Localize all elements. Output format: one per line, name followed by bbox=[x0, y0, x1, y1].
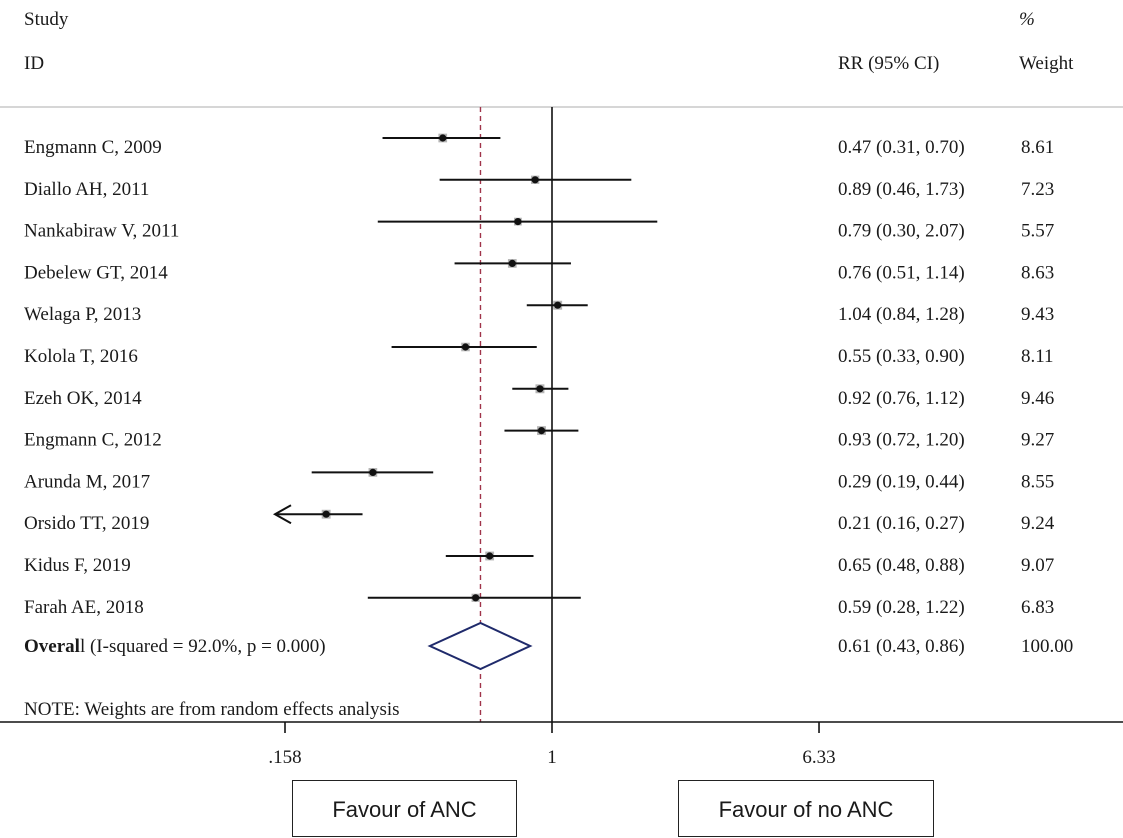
study-weight: 9.27 bbox=[1021, 430, 1054, 451]
study-row: Nankabiraw V, 2011 0.79 (0.30, 2.07) 5.57 bbox=[24, 217, 1054, 242]
x-axis-ticks: .158 1 6.33 bbox=[268, 722, 836, 768]
x-tick-label: 1 bbox=[547, 747, 557, 768]
favour-no-anc-box: Favour of no ANC bbox=[678, 780, 934, 837]
header-study: Study bbox=[24, 9, 69, 30]
point-estimate bbox=[537, 427, 546, 435]
overall-diamond bbox=[427, 621, 533, 671]
study-name: Orsido TT, 2019 bbox=[24, 513, 149, 534]
study-row: Welaga P, 2013 1.04 (0.84, 1.28) 9.43 bbox=[24, 300, 1054, 325]
point-estimate bbox=[439, 134, 447, 142]
study-row: Kidus F, 2019 0.65 (0.48, 0.88) 9.07 bbox=[24, 551, 1054, 576]
study-weight: 6.83 bbox=[1021, 597, 1054, 618]
study-name: Nankabiraw V, 2011 bbox=[24, 221, 179, 242]
point-estimate bbox=[369, 468, 377, 476]
point-estimate bbox=[486, 552, 494, 560]
overall-label-rest: l (I-squared = 92.0%, p = 0.000) bbox=[80, 636, 326, 657]
study-weight: 9.24 bbox=[1021, 513, 1055, 534]
study-weight: 5.57 bbox=[1021, 221, 1054, 242]
point-estimate bbox=[508, 259, 516, 267]
study-name: Ezeh OK, 2014 bbox=[24, 388, 142, 409]
point-estimate bbox=[536, 385, 544, 393]
study-name: Kidus F, 2019 bbox=[24, 555, 131, 576]
study-name: Engmann C, 2012 bbox=[24, 430, 162, 451]
study-row: Kolola T, 2016 0.55 (0.33, 0.90) 8.11 bbox=[24, 342, 1054, 367]
study-rows: Engmann C, 2009 0.47 (0.31, 0.70) 8.61 Dial… bbox=[24, 133, 1055, 618]
note-text: NOTE: Weights are from random effects an… bbox=[24, 699, 400, 720]
study-row: Arunda M, 2017 0.29 (0.19, 0.44) 8.55 bbox=[24, 468, 1054, 492]
study-row: Farah AE, 2018 0.59 (0.28, 1.22) 6.83 bbox=[24, 593, 1054, 618]
study-ci-text: 0.65 (0.48, 0.88) bbox=[838, 555, 965, 576]
study-weight: 8.55 bbox=[1021, 471, 1054, 492]
x-tick-label: 6.33 bbox=[802, 747, 835, 768]
study-ci-text: 0.76 (0.51, 1.14) bbox=[838, 262, 965, 283]
study-ci-text: 0.59 (0.28, 1.22) bbox=[838, 597, 965, 618]
study-weight: 8.61 bbox=[1021, 137, 1054, 158]
point-estimate bbox=[554, 301, 562, 309]
study-name: Diallo AH, 2011 bbox=[24, 179, 149, 200]
x-tick-label: .158 bbox=[268, 747, 301, 768]
study-row: Diallo AH, 2011 0.89 (0.46, 1.73) 7.23 bbox=[24, 175, 1054, 200]
study-weight: 9.43 bbox=[1021, 304, 1054, 325]
point-estimate bbox=[461, 343, 470, 351]
study-row: Engmann C, 2012 0.93 (0.72, 1.20) 9.27 bbox=[24, 426, 1054, 451]
study-row: Orsido TT, 2019 0.21 (0.16, 0.27) 9.24 bbox=[24, 504, 1055, 534]
point-estimate bbox=[472, 594, 480, 602]
study-ci-text: 0.47 (0.31, 0.70) bbox=[838, 137, 965, 158]
point-estimate bbox=[322, 510, 330, 518]
study-name: Engmann C, 2009 bbox=[24, 137, 162, 158]
study-weight: 8.63 bbox=[1021, 262, 1054, 283]
point-estimate bbox=[531, 176, 539, 184]
study-ci-text: 0.89 (0.46, 1.73) bbox=[838, 179, 965, 200]
study-weight: 7.23 bbox=[1021, 179, 1054, 200]
forest-plot: Study ID RR (95% CI) % Weight Engmann C,… bbox=[0, 9, 1123, 768]
overall-weight: 100.00 bbox=[1021, 636, 1073, 657]
study-name: Welaga P, 2013 bbox=[24, 304, 141, 325]
study-row: Engmann C, 2009 0.47 (0.31, 0.70) 8.61 bbox=[24, 133, 1054, 158]
overall-label-bold: Overal bbox=[24, 636, 80, 657]
study-ci-text: 0.29 (0.19, 0.44) bbox=[838, 471, 965, 492]
study-ci-text: 1.04 (0.84, 1.28) bbox=[838, 304, 965, 325]
study-ci-text: 0.93 (0.72, 1.20) bbox=[838, 430, 965, 451]
study-ci-text: 0.21 (0.16, 0.27) bbox=[838, 513, 965, 534]
study-name: Debelew GT, 2014 bbox=[24, 262, 168, 283]
header-effect: RR (95% CI) bbox=[838, 53, 939, 74]
study-ci-text: 0.79 (0.30, 2.07) bbox=[838, 221, 965, 242]
favour-anc-box: Favour of ANC bbox=[292, 780, 517, 837]
study-weight: 8.11 bbox=[1021, 346, 1054, 367]
header-id: ID bbox=[24, 53, 44, 74]
study-name: Farah AE, 2018 bbox=[24, 597, 144, 618]
point-estimate bbox=[514, 218, 522, 226]
study-row: Debelew GT, 2014 0.76 (0.51, 1.14) 8.63 bbox=[24, 259, 1054, 283]
overall-label: Overall (I-squared = 92.0%, p = 0.000) bbox=[24, 636, 326, 657]
study-name: Arunda M, 2017 bbox=[24, 471, 150, 492]
study-weight: 9.46 bbox=[1021, 388, 1054, 409]
header-weight: Weight bbox=[1019, 53, 1074, 74]
study-row: Ezeh OK, 2014 0.92 (0.76, 1.12) 9.46 bbox=[24, 384, 1054, 409]
study-weight: 9.07 bbox=[1021, 555, 1054, 576]
study-ci-text: 0.55 (0.33, 0.90) bbox=[838, 346, 965, 367]
header-percent: % bbox=[1019, 9, 1035, 30]
study-ci-text: 0.92 (0.76, 1.12) bbox=[838, 388, 965, 409]
overall-ci-text: 0.61 (0.43, 0.86) bbox=[838, 636, 965, 657]
study-name: Kolola T, 2016 bbox=[24, 346, 138, 367]
